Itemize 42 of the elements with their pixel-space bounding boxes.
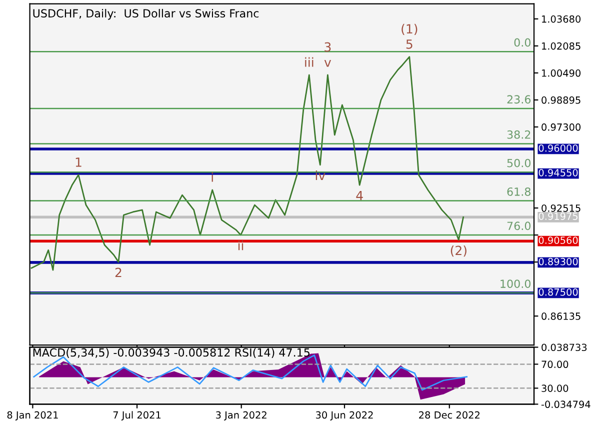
- annotation: 1: [76, 158, 82, 167]
- chart-title: USDCHF, Daily: US Dollar vs Swiss Franc: [33, 8, 259, 20]
- chart-title: MACD(5,34,5) -0.003943 -0.005812 RSI(14) 47.15: [33, 348, 310, 358]
- annotation: (1): [402, 24, 418, 36]
- x-tick-label: 8 Jan 2021: [7, 411, 58, 420]
- annotation: iii: [305, 57, 314, 67]
- annotation: 76.0: [507, 222, 530, 230]
- x-tick-label: 7 Jul 2021: [113, 411, 161, 420]
- ref-line-label: 0.90560: [538, 236, 578, 244]
- x-tick-label: 28 Dec 2022: [419, 411, 480, 419]
- y-tick-label: 0.86135: [542, 312, 580, 320]
- annotation: (2): [450, 245, 466, 257]
- annotation: 4: [356, 190, 363, 200]
- annotation: 38.2: [507, 130, 530, 139]
- x-tick-label: 3 Jan 2022: [216, 411, 266, 420]
- annotation: 50.0: [507, 158, 530, 168]
- ref-line-label: 0.89300: [538, 258, 578, 266]
- annotation: 3: [324, 42, 331, 52]
- annotation: 2: [115, 268, 122, 277]
- y-tick-label: 0.92515: [542, 204, 580, 212]
- y-tick-label: 1.02085: [542, 42, 580, 50]
- ref-line-label: 0.87500: [538, 288, 578, 296]
- annotation: v: [324, 60, 332, 67]
- ref-line-label: 0.96000: [538, 144, 578, 152]
- y-tick-label: 0.98895: [542, 96, 580, 104]
- annotation: 23.6: [507, 95, 531, 104]
- annotation: 100.0: [500, 280, 530, 288]
- annotation: i: [212, 172, 213, 182]
- ref-line-label: 0.91975: [538, 212, 578, 220]
- y2-tick-label: 70.00: [542, 360, 568, 368]
- y-tick-label: -0.034794: [541, 400, 590, 408]
- y2-tick-label: 30.00: [542, 384, 568, 392]
- annotation: 5: [406, 40, 412, 49]
- x-tick-label: 30 Jun 2022: [316, 411, 373, 420]
- annotation: ii: [238, 240, 244, 250]
- y-tick-label: 1.00490: [542, 69, 581, 77]
- annotation: 61.8: [507, 187, 530, 196]
- y-tick-label: 0.97300: [542, 123, 581, 131]
- y-tick-label: 1.03680: [542, 15, 581, 23]
- annotation: 0.0: [514, 38, 530, 47]
- y-tick-label: 0.038733: [542, 344, 587, 352]
- ref-line-label: 0.94550: [538, 169, 578, 176]
